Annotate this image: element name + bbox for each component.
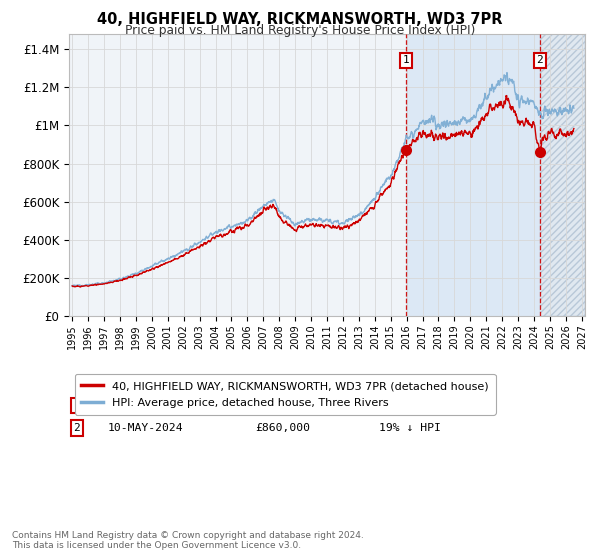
Text: 2: 2: [536, 55, 544, 66]
Text: 1: 1: [403, 55, 409, 66]
Text: 14-DEC-2015: 14-DEC-2015: [108, 400, 184, 410]
Text: 1: 1: [73, 400, 80, 410]
Text: £872,500: £872,500: [255, 400, 310, 410]
Bar: [540, 34, 585, 316]
Text: Price paid vs. HM Land Registry's House Price Index (HPI): Price paid vs. HM Land Registry's House …: [125, 24, 475, 37]
Text: 2: 2: [73, 423, 80, 433]
Text: Contains HM Land Registry data © Crown copyright and database right 2024.
This d: Contains HM Land Registry data © Crown c…: [12, 530, 364, 550]
Text: £860,000: £860,000: [255, 423, 310, 433]
Text: 40, HIGHFIELD WAY, RICKMANSWORTH, WD3 7PR: 40, HIGHFIELD WAY, RICKMANSWORTH, WD3 7P…: [97, 12, 503, 27]
Text: 19% ↓ HPI: 19% ↓ HPI: [379, 423, 440, 433]
Text: 5% ↓ HPI: 5% ↓ HPI: [379, 400, 434, 410]
Text: 10-MAY-2024: 10-MAY-2024: [108, 423, 184, 433]
Bar: [406, 34, 540, 316]
Legend: 40, HIGHFIELD WAY, RICKMANSWORTH, WD3 7PR (detached house), HPI: Average price, : 40, HIGHFIELD WAY, RICKMANSWORTH, WD3 7P…: [74, 374, 496, 415]
